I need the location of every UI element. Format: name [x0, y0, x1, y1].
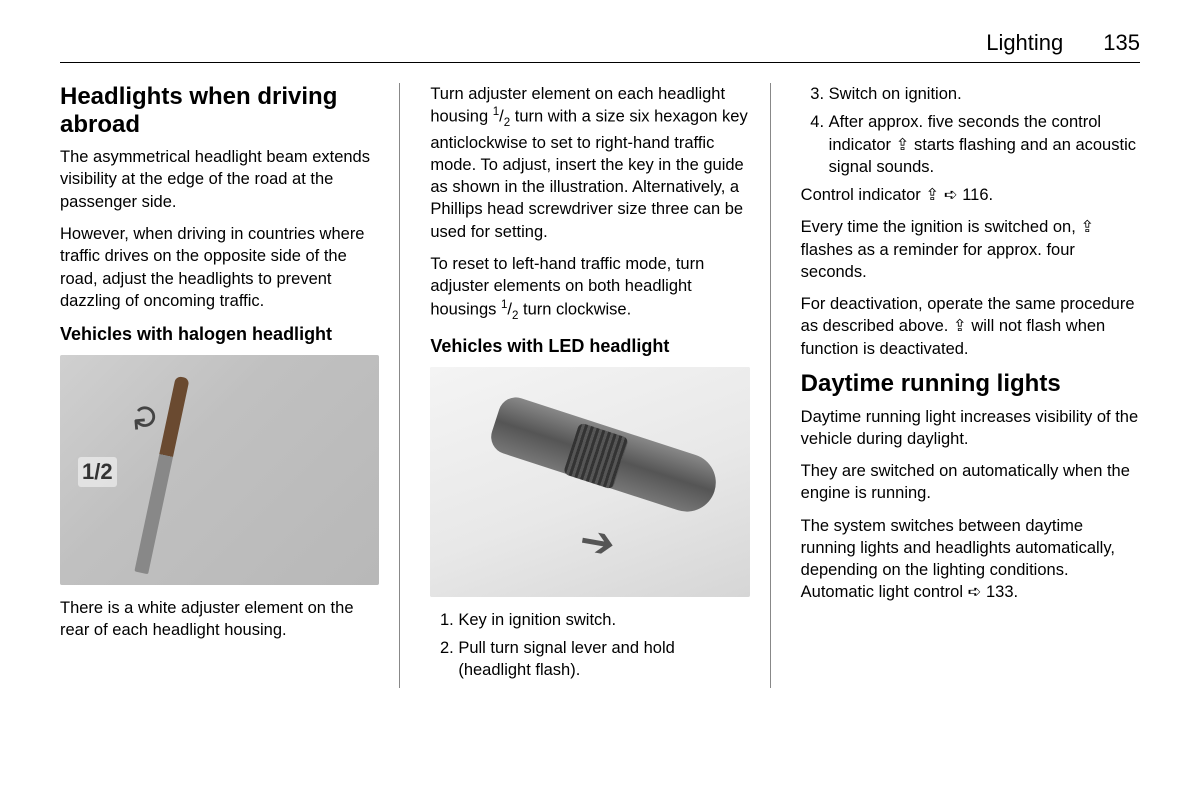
text: 133. — [981, 583, 1018, 601]
text: turn with a size six hexagon key anticlo… — [430, 108, 747, 241]
text: The system switches between daytime runn… — [801, 517, 1115, 602]
para: Every time the ignition is switched on, … — [801, 216, 1140, 283]
fraction-numerator: 1 — [501, 299, 507, 311]
led-steps-start: Key in ignition switch. Pull turn signal… — [430, 609, 749, 682]
para: However, when driving in countries where… — [60, 223, 379, 312]
header-section: Lighting — [986, 30, 1063, 56]
indicator-icon: ⇪ — [1080, 218, 1094, 236]
text: Control indicator — [801, 186, 926, 204]
header-page-number: 135 — [1103, 30, 1140, 56]
para: They are switched on automatically when … — [801, 460, 1140, 505]
reference-arrow-icon: ➪ — [968, 583, 982, 601]
step-4: After approx. five seconds the control i… — [829, 111, 1140, 178]
text: 116. — [958, 186, 993, 204]
figure-label-half-turn: 1/2 — [78, 457, 117, 487]
figure-halogen-adjuster: ↻ 1/2 — [60, 355, 379, 585]
content-columns: Headlights when driving abroad The asymm… — [60, 83, 1140, 688]
heading-daytime-running-lights: Daytime running lights — [801, 370, 1140, 398]
para: To reset to left-hand traffic mode, turn… — [430, 253, 749, 324]
column-1: Headlights when driving abroad The asymm… — [60, 83, 400, 688]
fraction-numerator: 1 — [493, 106, 499, 118]
subheading-halogen: Vehicles with halogen headlight — [60, 324, 379, 345]
step-3: Switch on ignition. — [829, 83, 1140, 105]
led-steps-continued: Switch on ignition. After approx. five s… — [801, 83, 1140, 178]
text: Every time the ignition is switched on, — [801, 218, 1081, 236]
para: Turn adjuster element on each headlight … — [430, 83, 749, 243]
step-2: Pull turn signal lever and hold (headlig… — [458, 637, 749, 682]
heading-headlights-abroad: Headlights when driving abroad — [60, 83, 379, 138]
page-header: Lighting 135 — [60, 30, 1140, 63]
para: For deactivation, operate the same proce… — [801, 293, 1140, 360]
para: There is a white adjuster element on the… — [60, 597, 379, 642]
text: turn clockwise. — [518, 300, 631, 318]
subheading-led: Vehicles with LED headlight — [430, 336, 749, 357]
indicator-icon: ⇪ — [896, 136, 910, 154]
para: The system switches between daytime runn… — [801, 515, 1140, 604]
indicator-icon: ⇪ — [953, 317, 967, 335]
indicator-icon: ⇪ — [925, 186, 939, 204]
para: Control indicator ⇪ ➪ 116. — [801, 184, 1140, 206]
step-1: Key in ignition switch. — [458, 609, 749, 631]
reference-arrow-icon: ➪ — [944, 186, 958, 204]
column-2: Turn adjuster element on each headlight … — [430, 83, 770, 688]
rotate-arrow-icon: ↻ — [125, 401, 167, 433]
figure-led-stalk: ➔ — [430, 367, 749, 597]
text: flashes as a reminder for approx. four s… — [801, 241, 1075, 281]
para: Daytime running light increases visibili… — [801, 406, 1140, 451]
column-3: Switch on ignition. After approx. five s… — [801, 83, 1140, 688]
para: The asymmetrical headlight beam extends … — [60, 146, 379, 213]
